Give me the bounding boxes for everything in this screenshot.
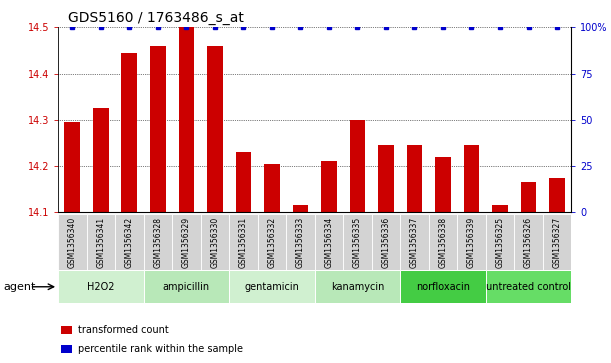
Bar: [407, 145, 422, 212]
Text: gentamicin: gentamicin: [244, 282, 299, 292]
Bar: [486, 270, 571, 303]
Bar: [429, 214, 457, 270]
Text: GSM1356342: GSM1356342: [125, 217, 134, 268]
Bar: [400, 270, 486, 303]
Text: GSM1356327: GSM1356327: [552, 217, 562, 268]
Bar: [514, 214, 543, 270]
Bar: [549, 178, 565, 212]
Bar: [486, 214, 514, 270]
Text: GDS5160 / 1763486_s_at: GDS5160 / 1763486_s_at: [68, 11, 244, 25]
Bar: [172, 214, 200, 270]
Bar: [200, 214, 229, 270]
Text: GSM1356337: GSM1356337: [410, 217, 419, 268]
Text: GSM1356339: GSM1356339: [467, 217, 476, 268]
Text: kanamycin: kanamycin: [331, 282, 384, 292]
Bar: [264, 164, 280, 212]
Bar: [435, 157, 451, 212]
Bar: [457, 214, 486, 270]
Bar: [115, 214, 144, 270]
Text: GSM1356334: GSM1356334: [324, 217, 334, 268]
Bar: [144, 214, 172, 270]
Bar: [61, 326, 72, 334]
Text: GSM1356331: GSM1356331: [239, 217, 248, 268]
Bar: [236, 152, 251, 212]
Bar: [371, 214, 400, 270]
Bar: [229, 214, 258, 270]
Bar: [58, 214, 87, 270]
Bar: [122, 53, 137, 212]
Bar: [150, 46, 166, 212]
Text: GSM1356330: GSM1356330: [210, 217, 219, 268]
Bar: [58, 270, 144, 303]
Bar: [521, 182, 536, 212]
Text: GSM1356332: GSM1356332: [268, 217, 276, 268]
Bar: [144, 270, 229, 303]
Bar: [229, 270, 315, 303]
Text: GSM1356326: GSM1356326: [524, 217, 533, 268]
Bar: [178, 27, 194, 212]
Bar: [87, 214, 115, 270]
Text: GSM1356328: GSM1356328: [153, 217, 163, 268]
Bar: [293, 205, 309, 212]
Bar: [378, 145, 394, 212]
Bar: [349, 120, 365, 212]
Text: H2O2: H2O2: [87, 282, 115, 292]
Bar: [543, 214, 571, 270]
Text: transformed count: transformed count: [78, 325, 169, 335]
Text: agent: agent: [3, 282, 35, 292]
Bar: [61, 345, 72, 353]
Bar: [343, 214, 371, 270]
Bar: [93, 108, 109, 212]
Text: ampicillin: ampicillin: [163, 282, 210, 292]
Text: GSM1356341: GSM1356341: [97, 217, 105, 268]
Text: norfloxacin: norfloxacin: [416, 282, 470, 292]
Bar: [315, 214, 343, 270]
Text: untreated control: untreated control: [486, 282, 571, 292]
Bar: [321, 162, 337, 212]
Text: GSM1356329: GSM1356329: [182, 217, 191, 268]
Text: percentile rank within the sample: percentile rank within the sample: [78, 344, 243, 354]
Text: GSM1356340: GSM1356340: [68, 217, 77, 268]
Bar: [258, 214, 286, 270]
Text: GSM1356336: GSM1356336: [381, 217, 390, 268]
Bar: [286, 214, 315, 270]
Bar: [315, 270, 400, 303]
Bar: [492, 205, 508, 212]
Text: GSM1356325: GSM1356325: [496, 217, 505, 268]
Text: GSM1356335: GSM1356335: [353, 217, 362, 268]
Bar: [207, 46, 223, 212]
Text: GSM1356333: GSM1356333: [296, 217, 305, 268]
Bar: [400, 214, 429, 270]
Text: GSM1356338: GSM1356338: [439, 217, 447, 268]
Bar: [464, 145, 480, 212]
Bar: [65, 122, 80, 212]
